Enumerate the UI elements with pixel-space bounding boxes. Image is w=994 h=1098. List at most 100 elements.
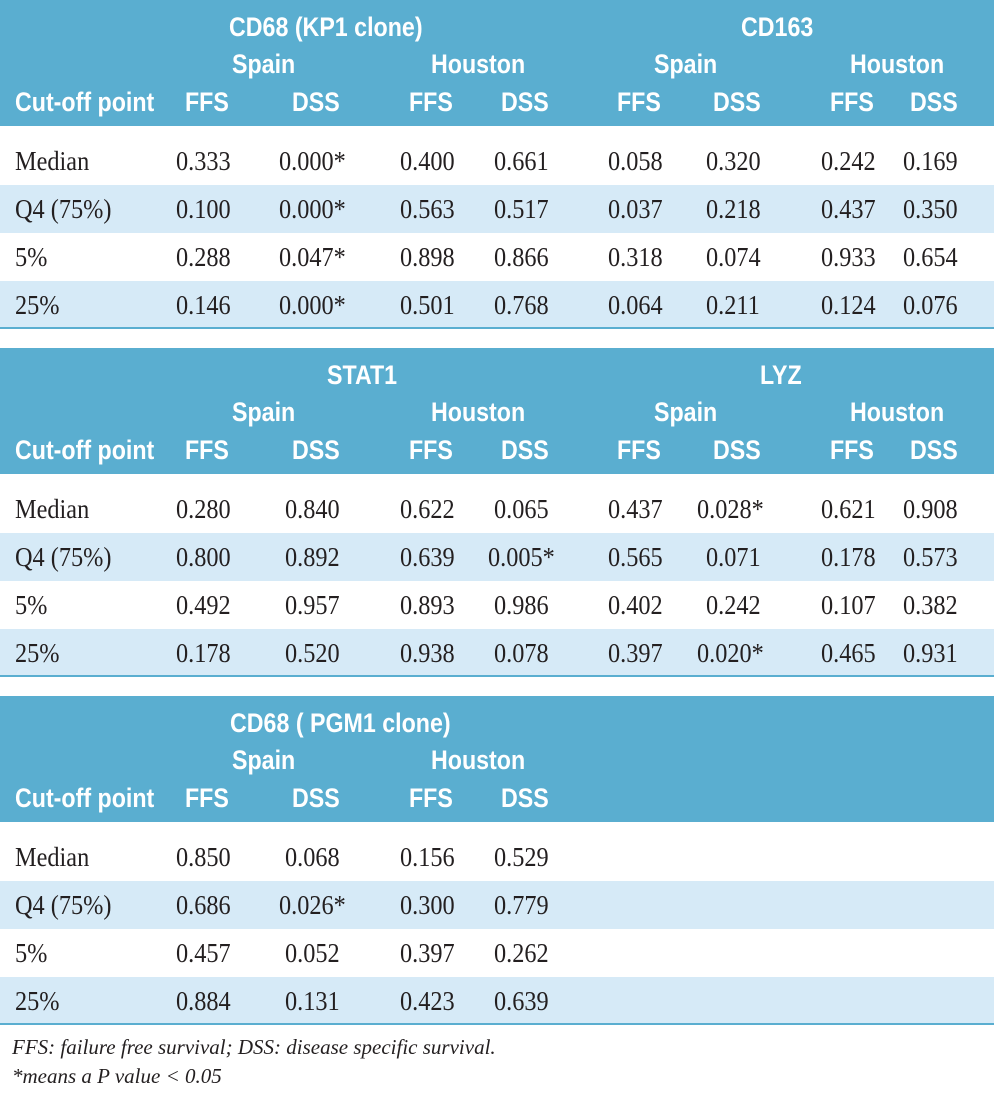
value-cell: 0.218 [706, 194, 761, 224]
value-cell: 0.052 [285, 938, 340, 968]
column-header-dss: DSS [292, 435, 340, 465]
cutoff-label: 25% [15, 986, 60, 1016]
cutoff-label: Q4 (75%) [15, 194, 112, 224]
column-header-ffs: FFS [409, 435, 453, 465]
value-cell: 0.402 [608, 590, 663, 620]
value-cell: 0.639 [400, 542, 455, 572]
value-cell: 0.333 [176, 146, 231, 176]
value-cell: 0.840 [285, 494, 340, 524]
value-cell: 0.621 [821, 494, 876, 524]
value-cell: 0.622 [400, 494, 455, 524]
column-header-ffs: FFS [830, 435, 874, 465]
column-header-dss: DSS [501, 87, 549, 117]
value-cell: 0.400 [400, 146, 455, 176]
value-cell: 0.850 [176, 842, 231, 872]
region-label: Spain [232, 745, 296, 775]
table-row: Median 0.333 0.000* 0.400 0.661 0.058 0.… [0, 137, 994, 185]
value-cell: 0.768 [494, 290, 549, 320]
value-cell: 0.938 [400, 638, 455, 668]
value-cell: 0.908 [903, 494, 958, 524]
table-header: CD68 (KP1 clone) CD163 Spain Houston Spa… [0, 0, 994, 126]
table-row: Q4 (75%) 0.686 0.026* 0.300 0.779 [0, 881, 994, 929]
value-cell: 0.065 [494, 494, 549, 524]
value-cell: 0.884 [176, 986, 231, 1016]
footnote-significance: *means a P value < 0.05 [12, 1064, 222, 1088]
value-cell: 0.686 [176, 890, 231, 920]
value-cell: 0.107 [821, 590, 876, 620]
marker-title: CD68 (KP1 clone) [229, 12, 423, 42]
value-cell: 0.078 [494, 638, 549, 668]
value-cell: 0.350 [903, 194, 958, 224]
value-cell: 0.026* [279, 890, 346, 920]
value-cell: 0.437 [821, 194, 876, 224]
value-cell: 0.565 [608, 542, 663, 572]
footnote-abbreviations: FFS: failure free survival; DSS: disease… [12, 1035, 496, 1059]
value-cell: 0.000* [279, 290, 346, 320]
marker-title: CD163 [741, 12, 814, 42]
table-body: Median 0.333 0.000* 0.400 0.661 0.058 0.… [0, 137, 994, 329]
value-cell: 0.280 [176, 494, 231, 524]
cutoff-label: 25% [15, 638, 60, 668]
value-cell: 0.986 [494, 590, 549, 620]
table-row: 5% 0.288 0.047* 0.898 0.866 0.318 0.074 … [0, 233, 994, 281]
value-cell: 0.037 [608, 194, 663, 224]
value-cell: 0.397 [608, 638, 663, 668]
value-cell: 0.423 [400, 986, 455, 1016]
value-cell: 0.957 [285, 590, 340, 620]
cutoff-label: Median [15, 842, 90, 872]
value-cell: 0.661 [494, 146, 549, 176]
marker-title: STAT1 [327, 360, 398, 390]
column-header-ffs: FFS [185, 87, 229, 117]
region-label: Spain [232, 49, 296, 79]
column-header-ffs: FFS [830, 87, 874, 117]
table-row: Q4 (75%) 0.100 0.000* 0.563 0.517 0.037 … [0, 185, 994, 233]
column-header-ffs: FFS [617, 87, 661, 117]
value-cell: 0.178 [176, 638, 231, 668]
panel-cd68-kp1-cd163: CD68 (KP1 clone) CD163 Spain Houston Spa… [0, 0, 994, 330]
value-cell: 0.933 [821, 242, 876, 272]
column-header-ffs: FFS [409, 783, 453, 813]
value-cell: 0.064 [608, 290, 663, 320]
region-label: Houston [850, 397, 945, 427]
column-header-dss: DSS [910, 435, 958, 465]
value-cell: 0.131 [285, 986, 340, 1016]
value-cell: 0.028* [697, 494, 764, 524]
value-cell: 0.047* [279, 242, 346, 272]
table-row: 25% 0.884 0.131 0.423 0.639 [0, 977, 994, 1025]
value-cell: 0.654 [903, 242, 958, 272]
value-cell: 0.501 [400, 290, 455, 320]
value-cell: 0.457 [176, 938, 231, 968]
value-cell: 0.520 [285, 638, 340, 668]
column-header-dss: DSS [501, 783, 549, 813]
column-header-dss: DSS [713, 87, 761, 117]
region-label: Spain [654, 397, 718, 427]
table-row: 25% 0.178 0.520 0.938 0.078 0.397 0.020*… [0, 629, 994, 677]
value-cell: 0.100 [176, 194, 231, 224]
value-cell: 0.211 [706, 290, 760, 320]
value-cell: 0.242 [821, 146, 876, 176]
cutoff-label: 5% [15, 938, 48, 968]
value-cell: 0.893 [400, 590, 455, 620]
table-rule [0, 327, 994, 329]
value-cell: 0.156 [400, 842, 455, 872]
value-cell: 0.068 [285, 842, 340, 872]
column-header-ffs: FFS [185, 435, 229, 465]
cutoff-label: Median [15, 146, 90, 176]
table-header: STAT1 LYZ Spain Houston Spain Houston Cu… [0, 348, 994, 474]
value-cell: 0.931 [903, 638, 958, 668]
region-label: Houston [431, 397, 526, 427]
column-header-dss: DSS [910, 87, 958, 117]
region-label: Spain [232, 397, 296, 427]
column-header-dss: DSS [292, 783, 340, 813]
value-cell: 0.074 [706, 242, 761, 272]
cutoff-label: 5% [15, 242, 48, 272]
column-header-dss: DSS [501, 435, 549, 465]
region-label: Houston [431, 49, 526, 79]
cutoff-label: Q4 (75%) [15, 542, 112, 572]
table-row: Q4 (75%) 0.800 0.892 0.639 0.005* 0.565 … [0, 533, 994, 581]
table-rule [0, 675, 994, 677]
table-row: 5% 0.492 0.957 0.893 0.986 0.402 0.242 0… [0, 581, 994, 629]
panel-stat1-lyz: STAT1 LYZ Spain Houston Spain Houston Cu… [0, 348, 994, 678]
value-cell: 0.242 [706, 590, 761, 620]
cutoff-label: 5% [15, 590, 48, 620]
